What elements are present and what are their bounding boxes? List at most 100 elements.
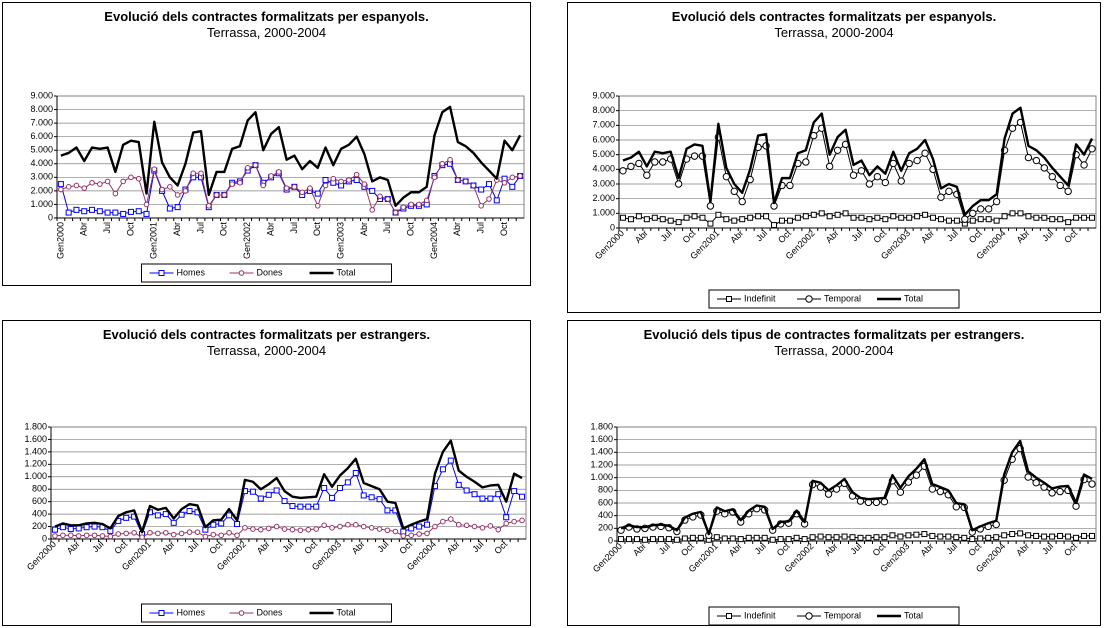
title-block: Evolució dels tipus de contractes formal… <box>628 327 1040 359</box>
chart-subtitle: Terrassa, 2000-2004 <box>774 343 894 358</box>
data-point <box>495 526 502 533</box>
data-point <box>127 208 134 215</box>
data-point <box>977 216 984 223</box>
y-tick-label: 3.000 <box>592 178 615 188</box>
data-point <box>753 534 760 541</box>
data-point <box>336 484 343 491</box>
data-point <box>431 174 438 181</box>
data-point <box>151 166 158 172</box>
y-tick-label: 800 <box>32 484 47 494</box>
data-point <box>360 492 367 499</box>
chart-title: Evolució dels contractes formalitzats pe… <box>671 9 997 24</box>
data-point <box>120 210 127 217</box>
data-point <box>834 211 841 218</box>
x-tick-label: Jul <box>849 228 864 243</box>
y-tick-label: 1.200 <box>590 459 613 469</box>
x-tick-label: Abr <box>445 539 462 556</box>
data-point <box>202 533 209 540</box>
y-tick-label: 1.000 <box>24 471 47 481</box>
data-point <box>1081 214 1088 221</box>
x-tick-label: Abr <box>919 228 936 245</box>
data-point <box>162 511 169 518</box>
data-point <box>1017 530 1024 537</box>
data-point <box>368 525 375 531</box>
data-point <box>929 532 936 539</box>
data-point <box>424 530 430 537</box>
legend-marker <box>158 270 165 276</box>
data-point <box>857 167 866 175</box>
y-tick-label: 400 <box>32 508 47 518</box>
y-tick-label: 8.000 <box>30 104 53 114</box>
data-point <box>1048 489 1056 497</box>
data-point <box>194 529 201 535</box>
data-point <box>478 203 484 209</box>
y-tick-label: 1.200 <box>24 459 47 469</box>
data-point <box>147 529 153 536</box>
data-point <box>503 514 510 521</box>
x-tick-label: Abr <box>1014 541 1031 558</box>
data-point <box>479 495 486 502</box>
data-point <box>969 217 976 224</box>
data-point <box>651 158 659 166</box>
legend-label: Total <box>337 607 356 617</box>
data-point <box>226 512 233 519</box>
data-point <box>1032 156 1041 165</box>
legend-box <box>141 603 392 623</box>
data-point <box>961 534 968 541</box>
data-point <box>699 214 706 221</box>
chart-panel: 0 200 400 600 800 1.000 1.200 1.400 1.600 1.800 Ge… <box>567 320 1101 626</box>
data-point <box>104 178 111 185</box>
data-point <box>1024 473 1032 481</box>
data-point <box>691 213 698 220</box>
x-tick-label: Jul <box>848 541 863 556</box>
data-point <box>305 503 312 510</box>
y-tick-label: 1.000 <box>30 199 53 209</box>
data-point <box>874 214 881 221</box>
y-tick-label: 1.400 <box>24 446 47 456</box>
x-tick-label: Jul <box>1040 228 1055 243</box>
data-point <box>1008 124 1017 132</box>
data-point <box>400 204 407 210</box>
x-tick-label: Abr <box>824 228 841 245</box>
data-point <box>1041 214 1048 221</box>
data-point <box>635 159 643 168</box>
legend-label: Total <box>904 610 923 620</box>
data-point <box>447 516 454 522</box>
data-point <box>423 197 430 204</box>
data-point <box>858 214 865 221</box>
y-tick-label: 1.000 <box>592 208 615 218</box>
data-point <box>1065 219 1072 226</box>
data-point <box>889 532 896 539</box>
data-point <box>1033 214 1040 221</box>
title-block: Evolució dels contractes formalitzats pe… <box>3 327 530 359</box>
data-point <box>291 184 298 190</box>
data-point <box>218 532 225 539</box>
data-point <box>865 534 872 541</box>
data-point <box>1057 532 1064 539</box>
x-tick-label: Gen2001 <box>149 222 159 259</box>
data-point <box>1040 164 1049 172</box>
data-point <box>985 216 992 223</box>
data-point <box>625 536 632 543</box>
data-point <box>120 178 126 185</box>
data-point <box>112 209 119 216</box>
data-point <box>190 170 197 177</box>
data-point <box>305 526 312 533</box>
data-point <box>713 534 720 541</box>
series-line <box>54 439 523 534</box>
data-point <box>896 488 905 496</box>
data-point <box>408 532 415 539</box>
x-tick-label: Abr <box>918 541 935 558</box>
data-point <box>353 177 360 184</box>
chart-panel: 0 1.000 2.000 3.000 4.000 5.000 6.000 7.000 8.00… <box>2 2 531 286</box>
data-point <box>384 196 391 202</box>
data-point <box>905 159 913 168</box>
data-point <box>493 197 500 204</box>
data-point <box>96 208 103 215</box>
data-point <box>643 216 650 223</box>
data-point <box>657 536 664 543</box>
x-tick-label: Jul <box>195 222 205 234</box>
data-point <box>755 213 762 220</box>
data-point <box>226 529 232 536</box>
data-point <box>689 534 696 541</box>
